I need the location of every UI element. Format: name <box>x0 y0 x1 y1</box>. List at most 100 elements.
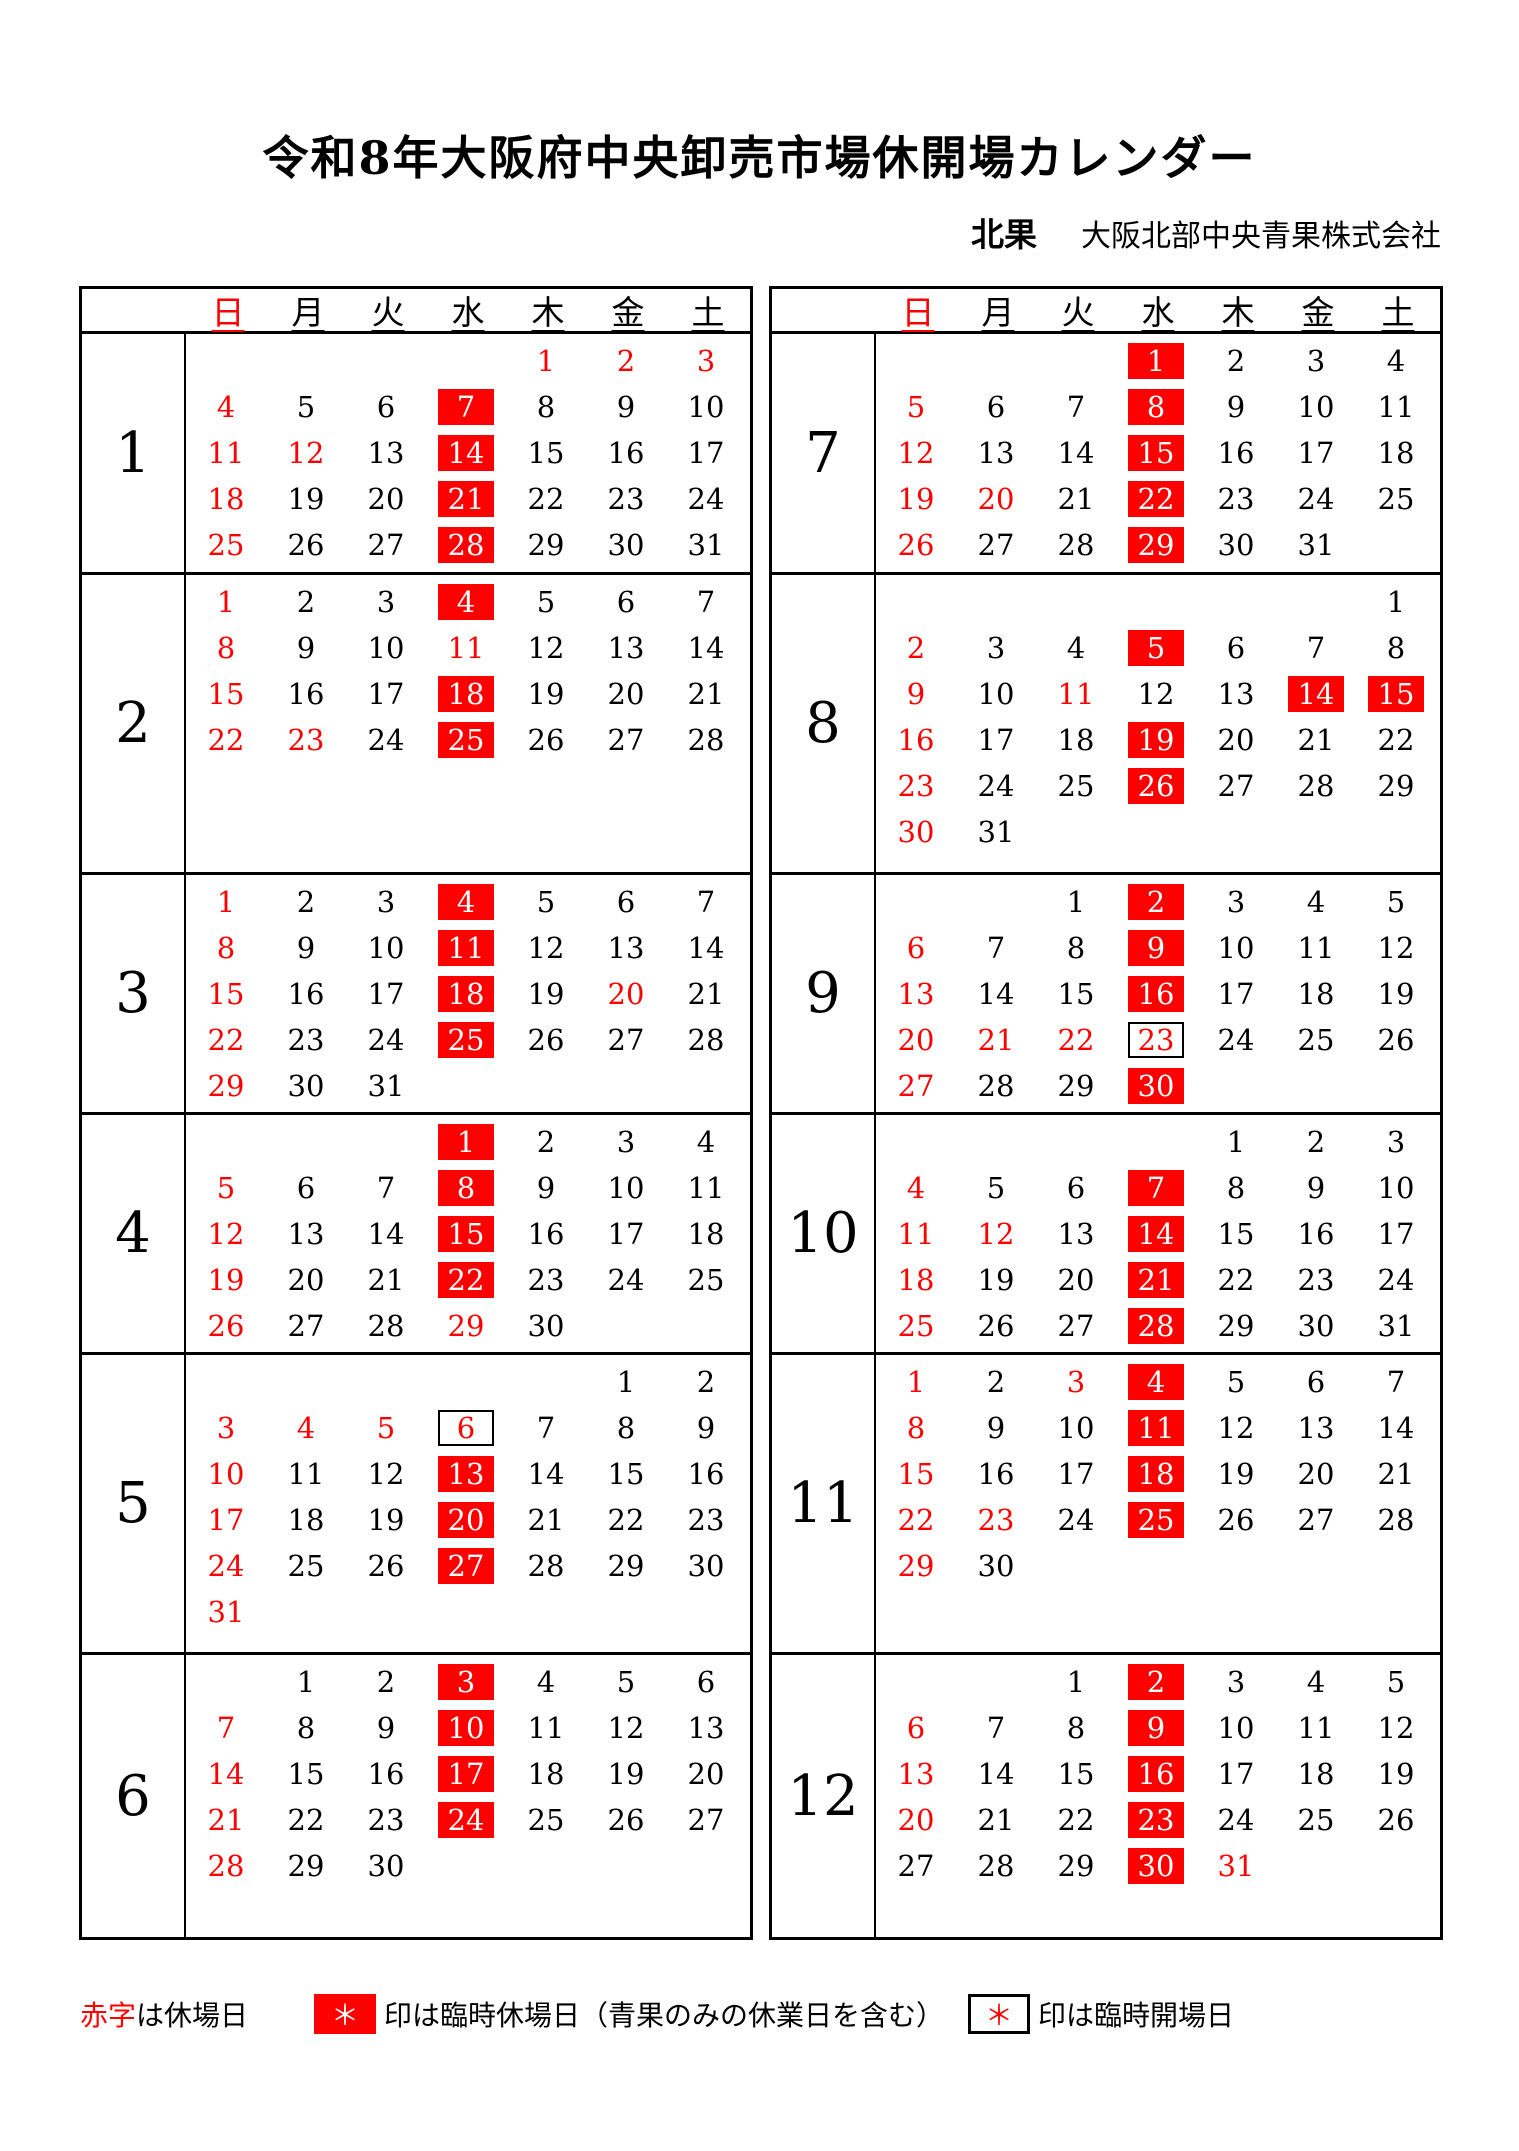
day-empty <box>956 879 1036 925</box>
day-7-7: 7 <box>1036 384 1116 430</box>
day-8-6: 6 <box>1196 625 1276 671</box>
day-6-12: 12 <box>586 1705 666 1751</box>
week-row: 19 20 21 22 23 24 25 <box>186 1257 750 1303</box>
day-number: 9 <box>536 1170 556 1205</box>
week-row: 30 31 <box>876 809 1440 855</box>
day-3-3: 3 <box>346 879 426 925</box>
day-number: 22 <box>1057 1022 1095 1057</box>
day-number: 25 <box>527 1802 565 1837</box>
day-number: 14 <box>977 976 1015 1011</box>
day-3-27: 27 <box>586 1017 666 1063</box>
day-number: 24 <box>207 1548 245 1583</box>
day-4-14: 14 <box>346 1211 426 1257</box>
day-11-8: 8 <box>876 1405 956 1451</box>
day-number: 15 <box>607 1456 645 1491</box>
day-number: 17 <box>1377 1216 1415 1251</box>
day-5-6: 6 <box>426 1405 506 1451</box>
day-number: 7 <box>1066 389 1086 424</box>
day-8-14: 14 <box>1276 671 1356 717</box>
day-number: 29 <box>1217 1308 1255 1343</box>
week-row: 8 9 10 11 12 13 14 <box>186 925 750 971</box>
day-7-20: 20 <box>956 476 1036 522</box>
day-5-3: 3 <box>186 1405 266 1451</box>
week-row: 20 21 22 23 24 25 26 <box>876 1017 1440 1063</box>
day-empty <box>1036 338 1116 384</box>
day-7-4: 4 <box>1356 338 1436 384</box>
day-8-20: 20 <box>1196 717 1276 763</box>
day-4-27: 27 <box>266 1303 346 1349</box>
month-grid-4: 1 2 3 4 5 6 7 8 9 10 11 12 13 14 15 16 17 18 19 20 21 22 23 24 2… <box>186 1115 750 1352</box>
day-6-17: 17 <box>426 1751 506 1797</box>
month-row-6: 6 1 2 3 4 5 6 7 8 9 10 11 12 13 14 15 16 17 18 19 20 21 22 23 24… <box>82 1652 750 1937</box>
day-number: 31 <box>367 1068 405 1103</box>
day-number: 20 <box>897 1802 935 1837</box>
day-number: 12 <box>977 1216 1015 1251</box>
week-row: 29 30 31 <box>186 1063 750 1109</box>
day-number: 14 <box>1128 1216 1184 1252</box>
page-title: 令和8年大阪府中央卸売市場休開場カレンダー <box>262 131 1257 185</box>
day-number: 3 <box>616 1124 636 1159</box>
day-number: 13 <box>607 630 645 665</box>
day-8-8: 8 <box>1356 625 1436 671</box>
month-label-2: 2 <box>82 575 186 872</box>
day-number: 12 <box>367 1456 405 1491</box>
day-12-14: 14 <box>956 1751 1036 1797</box>
week-row: 3 4 5 6 7 8 9 <box>186 1405 750 1451</box>
week-row: 1 2 3 4 5 <box>876 879 1440 925</box>
legend-closed-suffix: は休場日 <box>136 1999 249 2032</box>
week-row: 10 11 12 13 14 15 16 <box>186 1451 750 1497</box>
day-5-10: 10 <box>186 1451 266 1497</box>
day-number: 10 <box>1217 1710 1255 1745</box>
day-11-16: 16 <box>956 1451 1036 1497</box>
day-number: 21 <box>687 976 725 1011</box>
day-number: 12 <box>1217 1410 1255 1445</box>
month-grid-8: 1 2 3 4 5 6 7 8 9 10 11 12 13 14 15 16 17 18 19 20 21 22 23 24 2… <box>876 575 1440 872</box>
day-number: 3 <box>986 630 1006 665</box>
day-4-20: 20 <box>266 1257 346 1303</box>
day-10-31: 31 <box>1356 1303 1436 1349</box>
day-number: 22 <box>1377 722 1415 757</box>
week-row: 27 28 29 30 31 <box>876 1843 1440 1889</box>
day-number: 23 <box>287 722 325 757</box>
day-number: 11 <box>687 1170 725 1205</box>
weekday-header-4: 水 <box>1141 293 1175 332</box>
day-number: 29 <box>1377 768 1415 803</box>
day-number: 13 <box>687 1710 725 1745</box>
day-7-15: 15 <box>1116 430 1196 476</box>
day-8-13: 13 <box>1196 671 1276 717</box>
week-row: 19 20 21 22 23 24 25 <box>876 476 1440 522</box>
day-empty <box>666 1303 746 1349</box>
weekday-header-7: 土 <box>691 293 725 332</box>
day-number: 12 <box>287 435 325 470</box>
day-number: 31 <box>207 1594 245 1629</box>
day-empty <box>586 1589 666 1635</box>
day-number: 3 <box>376 584 396 619</box>
day-9-28: 28 <box>956 1063 1036 1109</box>
day-number: 15 <box>527 435 565 470</box>
day-7-29: 29 <box>1116 522 1196 568</box>
day-1-9: 9 <box>586 384 666 430</box>
day-4-9: 9 <box>506 1165 586 1211</box>
day-number: 7 <box>986 1710 1006 1745</box>
day-empty <box>1036 579 1116 625</box>
day-number: 20 <box>687 1756 725 1791</box>
day-2-27: 27 <box>586 717 666 763</box>
day-6-6: 6 <box>666 1659 746 1705</box>
day-number: 9 <box>986 1410 1006 1445</box>
day-number: 1 <box>1066 1664 1086 1699</box>
day-8-21: 21 <box>1276 717 1356 763</box>
day-1-17: 17 <box>666 430 746 476</box>
day-7-1: 1 <box>1116 338 1196 384</box>
day-6-14: 14 <box>186 1751 266 1797</box>
day-number: 19 <box>287 481 325 516</box>
day-number: 27 <box>367 527 405 562</box>
day-number: 24 <box>687 481 725 516</box>
day-5-31: 31 <box>186 1589 266 1635</box>
day-number: 26 <box>287 527 325 562</box>
day-number: 27 <box>607 1022 645 1057</box>
day-number: 6 <box>376 389 396 424</box>
day-number: 19 <box>607 1756 645 1791</box>
day-4-19: 19 <box>186 1257 266 1303</box>
day-number: 26 <box>527 722 565 757</box>
day-number: 16 <box>687 1456 725 1491</box>
